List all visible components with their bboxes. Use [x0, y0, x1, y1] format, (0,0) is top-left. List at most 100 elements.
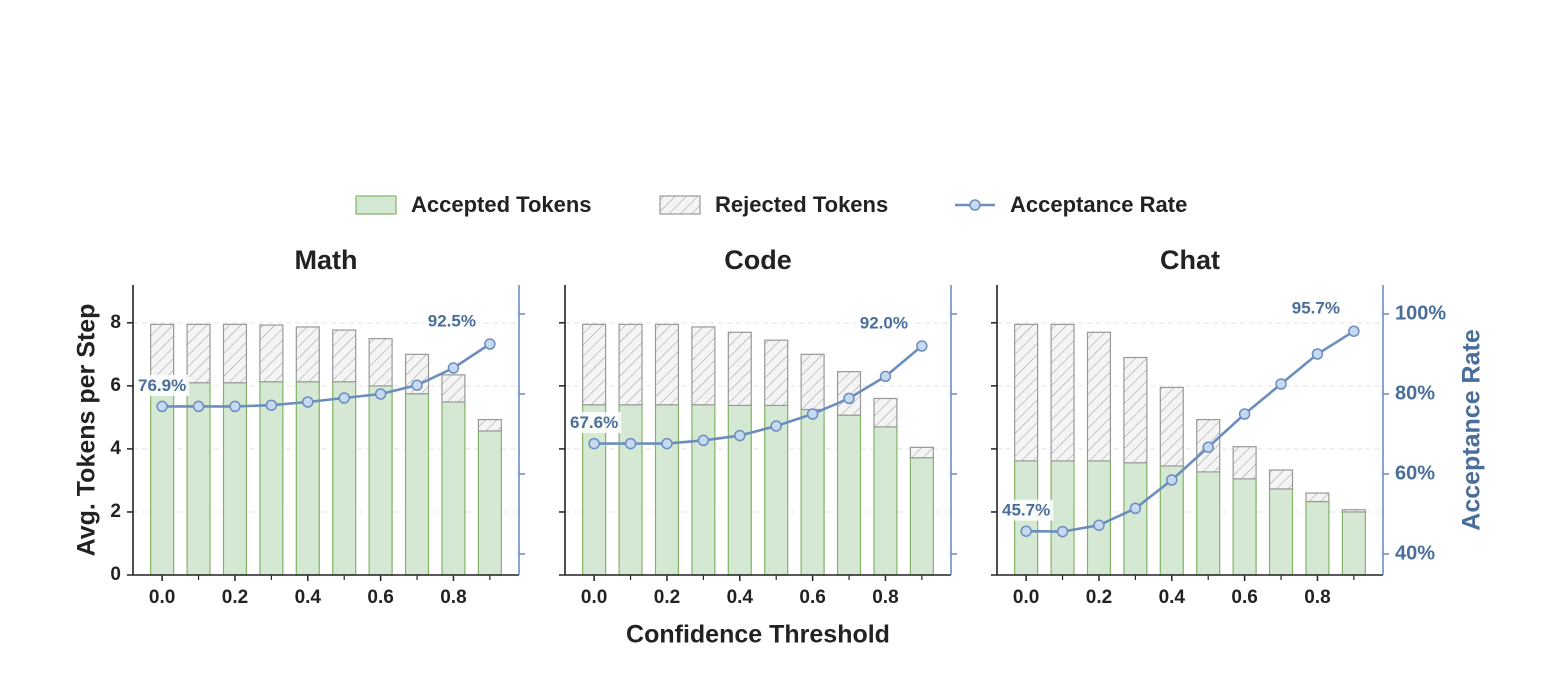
x-tick-label: 0.2	[222, 587, 248, 608]
x-tick-label: 0.6	[799, 587, 825, 608]
rate-marker	[229, 400, 241, 413]
rate-line	[162, 342, 491, 408]
y-tick-label: 4	[110, 438, 121, 459]
rejected-bar	[1050, 323, 1075, 462]
rejected-bar	[150, 323, 175, 384]
y-tick-label: 8	[110, 312, 121, 333]
rejected-bar	[368, 337, 393, 387]
x-tick-label: 0.8	[440, 587, 466, 608]
accepted-bar	[295, 381, 320, 576]
y-tick-label: 6	[110, 375, 121, 396]
x-tick-label: 0.6	[1231, 587, 1257, 608]
y2-tick-label: 60%	[1395, 462, 1435, 484]
accepted-bar	[477, 430, 502, 576]
x-tick-label: 0.2	[654, 587, 680, 608]
accepted-bar	[1232, 478, 1257, 576]
rate-marker	[1166, 474, 1178, 486]
legend-label: Acceptance Rate	[1010, 192, 1187, 217]
rate-marker	[734, 429, 746, 442]
panel-title: Chat	[1160, 245, 1220, 275]
rate-marker	[806, 408, 819, 420]
accepted-bar	[332, 381, 357, 576]
y2-tick-label: 100%	[1395, 302, 1446, 324]
y2-axis-label: Acceptance Rate	[1458, 329, 1486, 531]
rate-label: 92.0%	[860, 313, 908, 332]
y-tick-label: 0	[110, 564, 121, 585]
rate-marker	[916, 340, 928, 352]
rejected-bar	[186, 323, 211, 384]
accepted-bar	[1050, 460, 1075, 576]
accepted-bar	[654, 404, 680, 576]
accepted-bar	[441, 401, 466, 576]
rate-label-bg	[135, 374, 190, 396]
rate-marker	[661, 437, 673, 450]
rate-marker	[1311, 348, 1324, 360]
x-tick-label: 0.0	[581, 587, 607, 608]
rejected-bar	[332, 329, 357, 383]
rate-marker	[411, 379, 423, 391]
legend-label: Rejected Tokens	[715, 192, 888, 217]
rejected-bar	[654, 323, 680, 406]
x-tick-label: 0.6	[367, 587, 393, 608]
rate-marker	[588, 437, 600, 450]
rate-marker	[302, 396, 314, 408]
rejected-bar	[1123, 356, 1148, 464]
rejected-bar	[295, 326, 320, 383]
rate-marker	[1275, 378, 1287, 390]
rate-label: 67.6%	[570, 413, 618, 432]
rate-marker	[338, 392, 350, 404]
x-tick-label: 0.4	[295, 587, 322, 608]
x-tick-label: 0.0	[1013, 587, 1039, 608]
rate-label-bg	[424, 310, 479, 332]
accepted-bar	[1196, 471, 1221, 576]
x-axis-label: Confidence Threshold	[626, 621, 890, 649]
rate-marker	[624, 437, 637, 450]
panel-title: Math	[295, 245, 358, 275]
rate-marker	[1093, 519, 1105, 531]
y-axis-label: Avg. Tokens per Step	[73, 304, 101, 557]
rate-marker	[1202, 441, 1214, 453]
rejected-bar	[1159, 386, 1184, 467]
accepted-bar	[1305, 500, 1330, 576]
rejected-bar	[477, 418, 502, 432]
rejected-bar	[222, 323, 248, 384]
rate-label: 45.7%	[1002, 501, 1050, 520]
rejected-bar	[1232, 446, 1257, 480]
rate-marker	[265, 399, 278, 411]
x-tick-label: 0.4	[727, 587, 754, 608]
rejected-bar	[618, 323, 643, 406]
accepted-bar	[836, 414, 862, 576]
accepted-bar	[873, 426, 898, 576]
rate-marker	[843, 392, 855, 405]
rate-marker	[484, 338, 496, 350]
rate-marker	[697, 434, 710, 447]
rejected-bar	[909, 446, 934, 459]
rate-marker	[156, 400, 168, 413]
rate-label-bg	[856, 312, 911, 334]
legend-patch	[659, 195, 701, 215]
rate-marker	[1129, 502, 1142, 515]
rate-marker	[1020, 525, 1032, 537]
accepted-bar	[404, 393, 430, 576]
rate-marker	[447, 362, 460, 374]
rejected-bar	[582, 323, 607, 406]
rejected-bar	[259, 324, 284, 383]
x-tick-label: 0.8	[872, 587, 898, 608]
x-tick-label: 0.0	[149, 587, 175, 608]
accepted-bar	[800, 408, 825, 576]
accepted-bar	[1268, 488, 1294, 576]
rate-marker	[1056, 525, 1069, 538]
accepted-bar	[1123, 462, 1148, 576]
rejected-bar	[764, 339, 789, 407]
x-tick-label: 0.8	[1304, 587, 1330, 608]
x-tick-label: 0.4	[1159, 587, 1186, 608]
rejected-bar	[441, 374, 466, 403]
rate-label-bg	[567, 412, 622, 434]
rate-label-bg	[999, 499, 1054, 521]
y2-tick-label: 40%	[1395, 542, 1435, 564]
rejected-bar	[1305, 492, 1330, 503]
rejected-bar	[691, 326, 716, 406]
rate-marker	[770, 420, 782, 432]
rejected-bar	[727, 331, 752, 407]
